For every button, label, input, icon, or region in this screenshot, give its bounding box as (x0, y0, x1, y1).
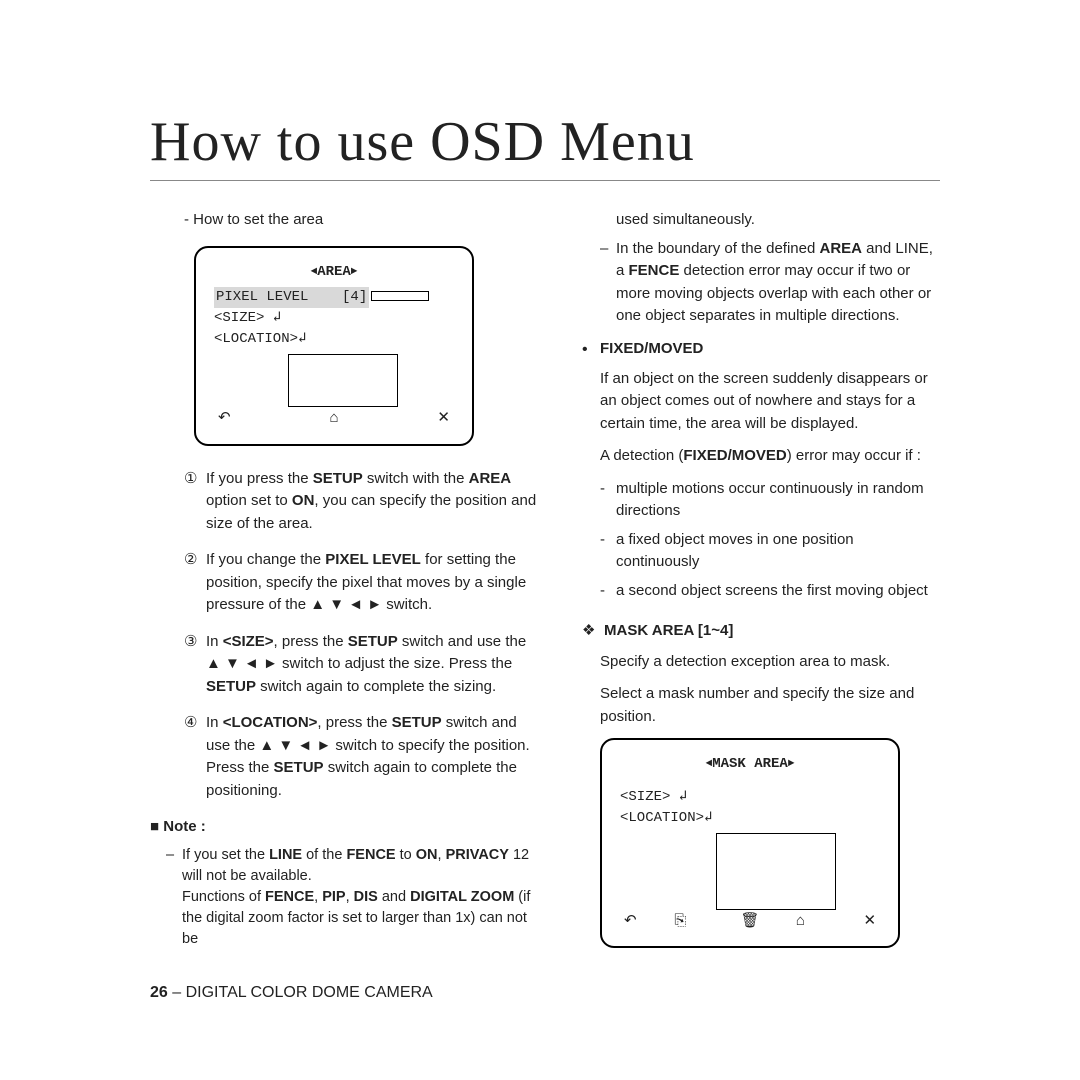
osd-area-box: ◄AREA► PIXEL LEVEL [4] <SIZE> ↲ <LOCATIO… (194, 246, 474, 446)
osd-area-title-text: AREA (317, 264, 351, 280)
note-line-1: If you set the LINE of the FENCE to ON, … (182, 845, 542, 950)
content-columns: - How to set the area ◄AREA► PIXEL LEVEL… (150, 209, 940, 956)
note-label: Note : (163, 818, 206, 835)
title-right-icon: ► (788, 758, 795, 770)
fixed-d3: a second object screens the first moving… (616, 580, 940, 603)
fixed-d2: a fixed object moves in one position con… (616, 529, 940, 574)
osd-inner-rect (288, 354, 398, 408)
step-num-1: ① (184, 468, 206, 536)
step-4: In <LOCATION>, press the SETUP switch an… (206, 712, 542, 802)
slider-bar (371, 291, 429, 301)
diamond-icon: ❖ (582, 620, 604, 643)
dash-icon: - (600, 478, 616, 523)
fixed-p2: A detection (FIXED/MOVED) error may occu… (600, 445, 940, 468)
home-icon: ⌂ (329, 407, 338, 430)
cont-line-2: In the boundary of the defined AREA and … (616, 238, 940, 328)
osd-mask-title: ◄MASK AREA► (620, 754, 880, 775)
fixed-d1: multiple motions occur continuously in r… (616, 478, 940, 523)
osd-mask-box: ◄MASK AREA► <SIZE> ↲ <LOCATION>↲ ↶ ⎘ 🗑 ⌂… (600, 738, 900, 948)
dash-icon: - (600, 580, 616, 603)
mask-area-label: MASK AREA [1~4] (604, 620, 733, 643)
fixed-dash-list: -multiple motions occur continuously in … (600, 478, 940, 603)
osd-mask-inner-rect (716, 833, 836, 909)
osd-area-icons: ↶ ⌂ ✕ (214, 407, 454, 434)
close-icon: ✕ (437, 407, 450, 430)
osd-mask-title-text: MASK AREA (712, 756, 788, 772)
title-right-icon: ► (351, 266, 358, 278)
osd-row-location: <LOCATION>↲ (214, 329, 454, 350)
footer-text: – DIGITAL COLOR DOME CAMERA (168, 984, 433, 1001)
osd-row-pixel-level: PIXEL LEVEL [4] (214, 287, 454, 308)
fixed-p1: If an object on the screen suddenly disa… (600, 368, 940, 436)
dash-icon: – (600, 238, 616, 328)
page-footer: 26 – DIGITAL COLOR DOME CAMERA (150, 984, 433, 1002)
step-1: If you press the SETUP switch with the A… (206, 468, 542, 536)
bullet-icon: • (582, 338, 600, 362)
home-icon: ⌂ (775, 910, 825, 933)
osd-mask-size: <SIZE> ↲ (620, 787, 880, 808)
trash-icon: 🗑 (725, 910, 775, 933)
fixed-moved-heading: •FIXED/MOVED (582, 338, 940, 362)
right-column: used simultaneously. –In the boundary of… (582, 209, 940, 956)
osd-mask-icons: ↶ ⎘ 🗑 ⌂ ✕ (620, 910, 880, 937)
numbered-steps: ①If you press the SETUP switch with the … (184, 468, 542, 803)
mask-p2: Select a mask number and specify the siz… (600, 683, 940, 728)
back-icon: ↶ (624, 910, 674, 933)
step-num-4: ④ (184, 712, 206, 802)
how-to-set-label: - How to set the area (184, 209, 542, 232)
mask-p1: Specify a detection exception area to ma… (600, 651, 940, 674)
step-3: In <SIZE>, press the SETUP switch and us… (206, 631, 542, 699)
copy-icon: ⎘ (674, 910, 724, 933)
osd-area-title: ◄AREA► (214, 262, 454, 283)
step-2: If you change the PIXEL LEVEL for settin… (206, 549, 542, 617)
back-icon: ↶ (218, 407, 231, 430)
pixel-level-label: PIXEL LEVEL (216, 289, 308, 305)
dash-icon: – (166, 845, 182, 950)
cont-line-1: used simultaneously. (616, 209, 940, 232)
fixed-moved-label: FIXED/MOVED (600, 338, 703, 362)
dash-icon: - (600, 529, 616, 574)
step-num-2: ② (184, 549, 206, 617)
page-number: 26 (150, 984, 168, 1001)
pixel-level-value: [4] (342, 289, 367, 305)
osd-row-size: <SIZE> ↲ (214, 308, 454, 329)
close-icon: ✕ (826, 910, 876, 933)
left-column: - How to set the area ◄AREA► PIXEL LEVEL… (150, 209, 542, 956)
page-title: How to use OSD Menu (150, 110, 940, 181)
osd-mask-location: <LOCATION>↲ (620, 808, 880, 829)
mask-area-heading: ❖MASK AREA [1~4] (582, 620, 940, 643)
note-body: –If you set the LINE of the FENCE to ON,… (166, 845, 542, 950)
note-heading: ■ Note : (150, 816, 542, 839)
step-num-3: ③ (184, 631, 206, 699)
